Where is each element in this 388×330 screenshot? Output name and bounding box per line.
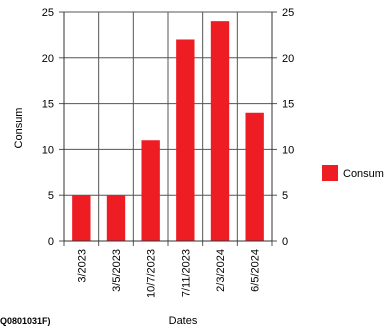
bar-series — [72, 21, 264, 242]
y-tick-label-right: 20 — [282, 53, 294, 65]
y-tick-label-right: 25 — [282, 7, 294, 19]
y-tick-label-left: 10 — [42, 144, 54, 156]
x-axis: 3/2023 3/5/2023 10/7/2023 7/11/2023 2/3/2024… — [76, 249, 261, 298]
y-tick-label-left: 20 — [42, 53, 54, 65]
y-tick-label-right: 15 — [282, 99, 294, 111]
x-tick-label: 6/5/2024 — [250, 249, 262, 292]
y-tick-label-left: 15 — [42, 99, 54, 111]
x-axis-title: Dates — [169, 315, 198, 327]
y-tick-label-right: 0 — [282, 236, 288, 248]
bar — [106, 195, 126, 241]
bar — [176, 39, 195, 242]
legend: Consum — [322, 165, 384, 181]
y-axis-left: 0 5 10 15 20 25 — [42, 7, 54, 248]
y-tick-label-left: 5 — [48, 190, 54, 202]
axes — [59, 11, 277, 246]
y-axis-right: 0 5 10 15 20 25 — [282, 7, 294, 248]
bar — [141, 140, 160, 241]
y-tick-label-left: 25 — [42, 7, 54, 19]
x-tick-label: 3/5/2023 — [111, 249, 123, 292]
footer-note: Q0801031F) — [0, 316, 51, 326]
y-tick-label-right: 5 — [282, 190, 288, 202]
bar — [210, 21, 230, 241]
bar — [72, 195, 91, 241]
legend-swatch — [322, 165, 338, 181]
x-tick-label: 2/3/2024 — [215, 249, 227, 292]
y-tick-label-right: 10 — [282, 144, 294, 156]
legend-label: Consum — [343, 168, 384, 180]
y-tick-label-left: 0 — [48, 236, 54, 248]
x-tick-label: 3/2023 — [76, 249, 88, 283]
x-tick-label: 7/11/2023 — [180, 249, 192, 297]
gridlines — [63, 11, 273, 242]
bar — [245, 112, 264, 241]
x-tick-label: 10/7/2023 — [146, 249, 158, 298]
y-axis-title: Consum — [13, 108, 25, 149]
